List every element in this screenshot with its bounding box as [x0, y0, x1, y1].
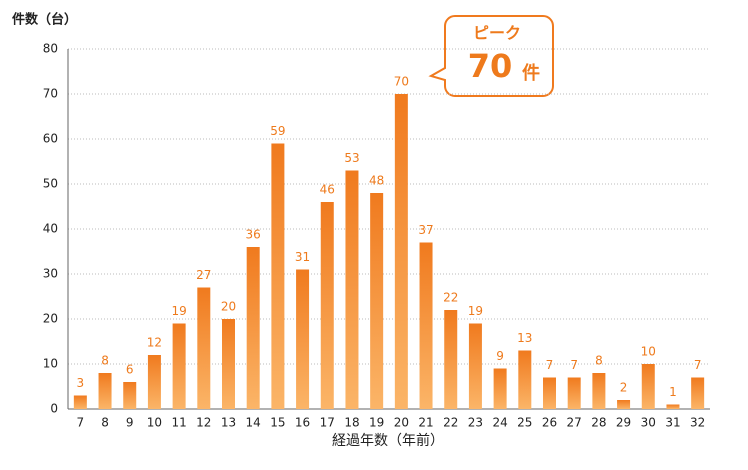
bar [271, 143, 285, 409]
bar [345, 170, 359, 409]
y-tick-label: 20 [43, 312, 58, 326]
y-tick-label: 10 [43, 357, 58, 371]
data-label: 27 [196, 268, 211, 282]
data-label: 7 [570, 358, 578, 372]
x-tick-label: 16 [295, 416, 310, 430]
x-tick-label: 32 [690, 416, 705, 430]
y-tick-label: 50 [43, 177, 58, 191]
x-tick-label: 29 [616, 416, 631, 430]
x-tick-label: 28 [591, 416, 606, 430]
data-label: 53 [344, 151, 359, 165]
data-label: 59 [270, 124, 285, 138]
x-tick-label: 7 [77, 416, 85, 430]
x-tick-label: 14 [246, 416, 261, 430]
data-label: 19 [171, 304, 186, 318]
data-label: 7 [694, 358, 702, 372]
bar [222, 319, 235, 409]
data-label: 37 [418, 223, 433, 237]
bar [543, 377, 556, 409]
bar [246, 247, 260, 409]
data-label: 3 [77, 376, 85, 390]
x-tick-label: 19 [369, 416, 384, 430]
data-label: 36 [246, 228, 261, 242]
bar [320, 202, 334, 409]
callout-box [428, 15, 554, 97]
bar [518, 350, 532, 409]
bar [73, 395, 87, 409]
data-label: 31 [295, 250, 310, 264]
x-tick-label: 18 [344, 416, 359, 430]
data-label: 10 [641, 345, 656, 359]
x-tick-label: 8 [101, 416, 109, 430]
y-tick-label: 80 [43, 42, 58, 56]
bar [296, 269, 310, 409]
y-tick-label: 60 [43, 132, 58, 146]
bar [123, 382, 137, 409]
x-tick-label: 10 [147, 416, 162, 430]
x-tick-label: 22 [443, 416, 458, 430]
x-tick-label: 15 [270, 416, 285, 430]
data-label: 20 [221, 300, 236, 314]
data-label: 70 [394, 75, 409, 89]
data-label: 46 [320, 183, 335, 197]
bar [98, 373, 112, 409]
data-label: 1 [669, 385, 677, 399]
x-tick-label: 27 [567, 416, 582, 430]
data-label: 8 [595, 354, 603, 368]
bar [370, 193, 384, 409]
data-label: 8 [101, 354, 109, 368]
data-label: 6 [126, 363, 134, 377]
callout-value: 70 [468, 47, 513, 85]
y-tick-label: 70 [43, 87, 58, 101]
x-tick-label: 31 [665, 416, 680, 430]
bar [592, 373, 606, 409]
data-label: 13 [517, 331, 532, 345]
callout-unit: 件 [522, 62, 540, 84]
bar [567, 377, 581, 409]
x-tick-label: 24 [492, 416, 507, 430]
bar [641, 364, 655, 409]
bar [493, 368, 507, 409]
data-label: 2 [620, 381, 628, 395]
bar [617, 400, 631, 409]
x-tick-label: 9 [126, 416, 134, 430]
x-tick-label: 21 [418, 416, 433, 430]
bar [444, 310, 458, 409]
data-label: 22 [443, 291, 458, 305]
bar [172, 323, 186, 409]
x-tick-label: 30 [641, 416, 656, 430]
y-tick-label: 0 [50, 402, 58, 416]
y-tick-label: 40 [43, 222, 58, 236]
bar [666, 404, 680, 409]
x-tick-label: 11 [171, 416, 186, 430]
callout: ピーク 70 件 [428, 15, 554, 97]
y-tick-label: 30 [43, 267, 58, 281]
bar [197, 287, 211, 409]
data-label: 12 [147, 336, 162, 350]
x-tick-label: 17 [320, 416, 335, 430]
bar [394, 94, 408, 409]
x-axis-title: 経過年数（年前） [332, 432, 444, 449]
data-label: 9 [496, 349, 504, 363]
x-tick-label: 25 [517, 416, 532, 430]
data-label: 19 [468, 304, 483, 318]
data-label: 7 [546, 358, 554, 372]
bar [691, 377, 705, 409]
y-axis-title: 件数（台） [12, 12, 77, 28]
x-tick-label: 12 [196, 416, 211, 430]
bar [147, 355, 161, 409]
callout-label: ピーク [473, 24, 521, 43]
x-tick-label: 20 [394, 416, 409, 430]
bar [419, 242, 433, 409]
x-tick-label: 13 [221, 416, 236, 430]
data-label: 48 [369, 174, 384, 188]
bar [468, 323, 482, 409]
x-tick-label: 23 [468, 416, 483, 430]
x-tick-label: 26 [542, 416, 557, 430]
